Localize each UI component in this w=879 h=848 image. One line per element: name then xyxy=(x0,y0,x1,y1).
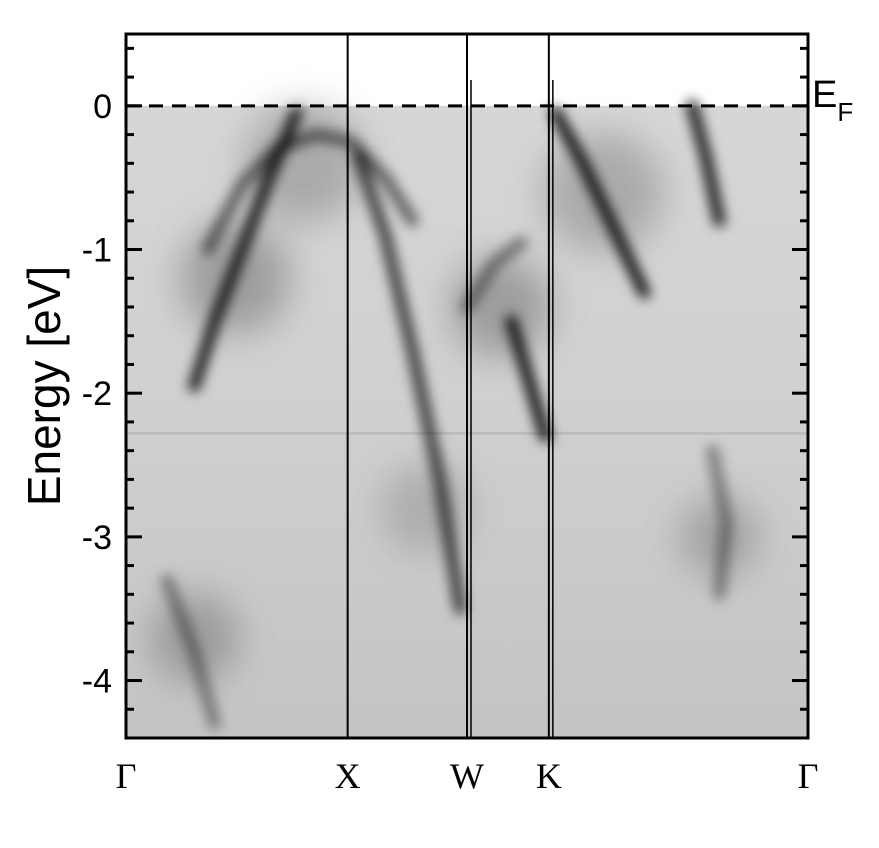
diffuse-spot xyxy=(543,132,664,253)
diffuse-spot xyxy=(381,463,472,554)
kpoint-label: X xyxy=(335,756,361,796)
band-b1 xyxy=(188,107,303,392)
y-tick-label: 0 xyxy=(93,88,112,126)
kpoint-label: Γ xyxy=(116,756,137,796)
band-b8 xyxy=(160,574,221,730)
fermi-level-label: EF xyxy=(812,74,853,127)
band-b5 xyxy=(505,315,552,443)
band-b9 xyxy=(706,444,733,601)
y-axis-ticks: 0 -1 -2 -3 -4 xyxy=(82,46,808,740)
y-tick-label: -2 xyxy=(82,375,112,413)
k-point-lines xyxy=(346,34,554,738)
y-tick-label: -4 xyxy=(82,663,112,701)
kpoint-label: W xyxy=(450,756,484,796)
plot-frame xyxy=(124,32,810,740)
band-b3 xyxy=(351,150,467,615)
band-b6 xyxy=(549,107,651,299)
y-axis-label: Energy [eV] xyxy=(18,266,70,506)
kpoint-label: Γ xyxy=(798,756,819,796)
band-b2 xyxy=(201,128,419,256)
y-tick-label: -3 xyxy=(82,519,112,557)
band-b7 xyxy=(686,99,726,227)
kpoint-label: K xyxy=(536,756,562,796)
band-b4 xyxy=(461,236,528,313)
band-dispersions xyxy=(160,99,733,730)
y-tick-label: -1 xyxy=(82,232,112,270)
